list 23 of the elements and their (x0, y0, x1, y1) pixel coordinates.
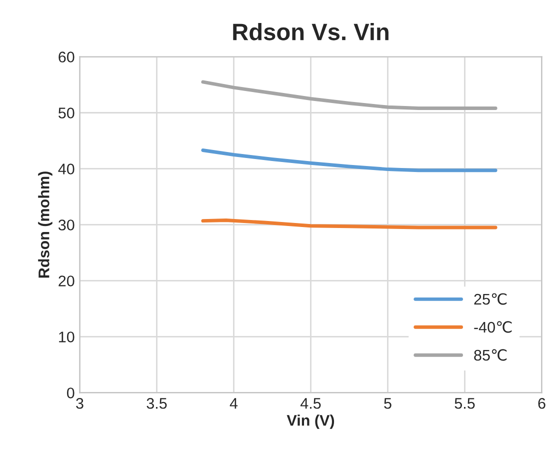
line-series (201, 148, 498, 172)
x-tick-label: 6 (538, 398, 546, 409)
y-axis-title: Rdson (mohm) (38, 172, 52, 278)
line-series (201, 80, 498, 110)
x-tick-label: 3 (76, 398, 84, 409)
y-tick-label: 40 (58, 164, 74, 174)
chart-title: Rdson Vs. Vin (233, 22, 388, 40)
legend-label: 85℃ (474, 349, 507, 361)
y-tick-label: 20 (58, 276, 74, 286)
x-tick-label: 5 (384, 398, 392, 409)
y-tick-label: 0 (66, 388, 74, 398)
x-tick-label: 5.5 (454, 398, 475, 409)
legend-label: 25℃ (474, 293, 507, 305)
x-tick-label: 4.5 (300, 398, 321, 409)
legend-label: -40℃ (474, 321, 512, 333)
x-tick-label: 4 (230, 398, 238, 409)
y-tick-label: 10 (59, 332, 74, 342)
x-axis-title: Vin (V) (286, 414, 334, 429)
y-tick-label: 60 (58, 52, 74, 62)
x-tick-label: 3.5 (146, 398, 167, 409)
line-series (201, 218, 498, 230)
y-tick-label: 50 (58, 108, 74, 118)
y-tick-label: 30 (58, 220, 74, 230)
